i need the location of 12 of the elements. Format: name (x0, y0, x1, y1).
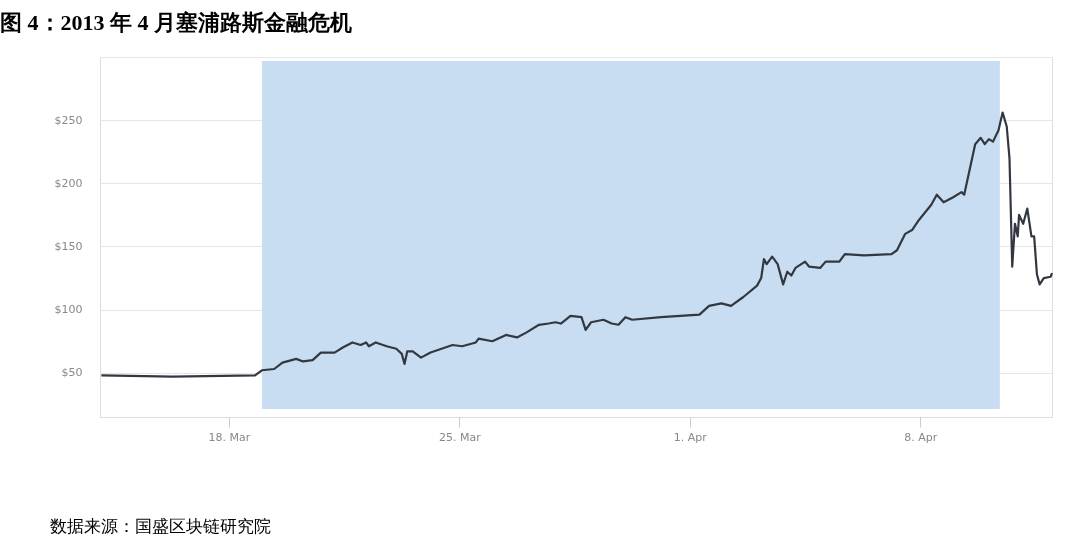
line-series (100, 111, 1054, 378)
y-tick-label: $200 (54, 176, 83, 190)
x-tick-label: 8. Apr (904, 430, 938, 444)
chart-title: 图 4：2013 年 4 月塞浦路斯金融危机 (0, 10, 352, 35)
y-tick-label: $50 (61, 366, 83, 380)
y-tick-label: $150 (54, 239, 83, 253)
y-tick-label: $100 (54, 303, 83, 317)
y-tick-label: $250 (54, 113, 83, 127)
x-tick-label: 25. Mar (439, 430, 482, 444)
x-tick-label: 18. Mar (208, 430, 251, 444)
source-note: 数据来源：国盛区块链研究院 (50, 517, 271, 536)
x-tick-label: 1. Apr (673, 430, 708, 444)
